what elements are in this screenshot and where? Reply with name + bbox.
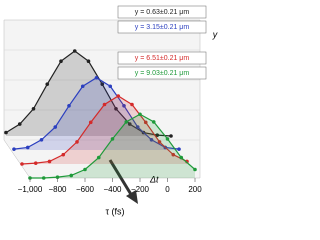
point <box>45 82 50 86</box>
annotation: Δt <box>149 174 159 184</box>
point <box>100 82 105 86</box>
point <box>135 125 140 129</box>
point <box>69 173 74 178</box>
area <box>22 96 187 164</box>
point <box>41 176 46 180</box>
point <box>96 155 101 160</box>
point <box>169 134 173 138</box>
delta-arrowhead <box>126 190 138 204</box>
point <box>110 137 115 141</box>
point <box>127 122 132 126</box>
point <box>155 133 160 137</box>
area <box>14 77 179 150</box>
x-tick-label: −200 <box>131 185 150 194</box>
legend-box <box>117 51 207 65</box>
area <box>6 51 171 136</box>
point <box>20 162 24 166</box>
x-tick-label: −800 <box>48 185 67 194</box>
point <box>53 125 58 129</box>
legend-label: y = 6.51±0.21 μm <box>135 55 190 62</box>
point <box>4 130 8 135</box>
point <box>102 102 107 107</box>
point <box>67 104 71 108</box>
point <box>124 120 129 124</box>
x-tick-label: −400 <box>103 185 122 194</box>
x-tick-label: −1,000 <box>18 185 43 194</box>
point <box>108 84 113 89</box>
x-axis-label: τ (fs) <box>105 206 124 216</box>
delta-arrow <box>108 159 134 197</box>
area <box>30 114 195 178</box>
legend-label: y = 3.15±0.21 μm <box>135 24 190 31</box>
point <box>39 138 44 142</box>
point <box>83 167 87 172</box>
x-tick-label: 0 <box>165 185 170 194</box>
y-axis-label: y <box>212 29 218 39</box>
point <box>47 159 52 164</box>
point <box>138 112 142 117</box>
point <box>179 155 184 160</box>
point <box>25 145 30 150</box>
point <box>31 107 36 111</box>
point <box>75 140 79 144</box>
legend-label: y = 0.63±0.21 μm <box>135 9 190 16</box>
point <box>59 59 63 63</box>
point <box>151 120 156 124</box>
point <box>165 137 170 141</box>
point <box>130 102 134 107</box>
legend-box <box>117 66 207 80</box>
point <box>116 94 121 98</box>
point <box>193 167 197 172</box>
point <box>33 161 38 165</box>
point <box>61 152 66 157</box>
point <box>143 120 148 125</box>
point <box>12 147 16 151</box>
point <box>72 49 77 53</box>
point <box>80 84 85 89</box>
plot <box>4 49 197 180</box>
x-tick-label: −600 <box>76 185 95 194</box>
point <box>114 107 118 111</box>
x-tick-label: 200 <box>188 185 202 194</box>
point <box>94 75 99 80</box>
point <box>177 147 181 151</box>
point <box>88 120 93 125</box>
legend-label: y = 9.03±0.21 μm <box>135 70 190 77</box>
legend-box <box>117 20 207 34</box>
point <box>86 59 91 63</box>
point <box>171 152 176 157</box>
point <box>149 138 154 142</box>
legend-box <box>117 5 207 19</box>
chart: y τ (fs) Δt −1,000 −800 −600 −400 −200 0 200 y … <box>3 5 218 216</box>
point <box>122 104 126 108</box>
point <box>55 175 60 179</box>
point <box>157 140 162 144</box>
point <box>17 122 22 126</box>
